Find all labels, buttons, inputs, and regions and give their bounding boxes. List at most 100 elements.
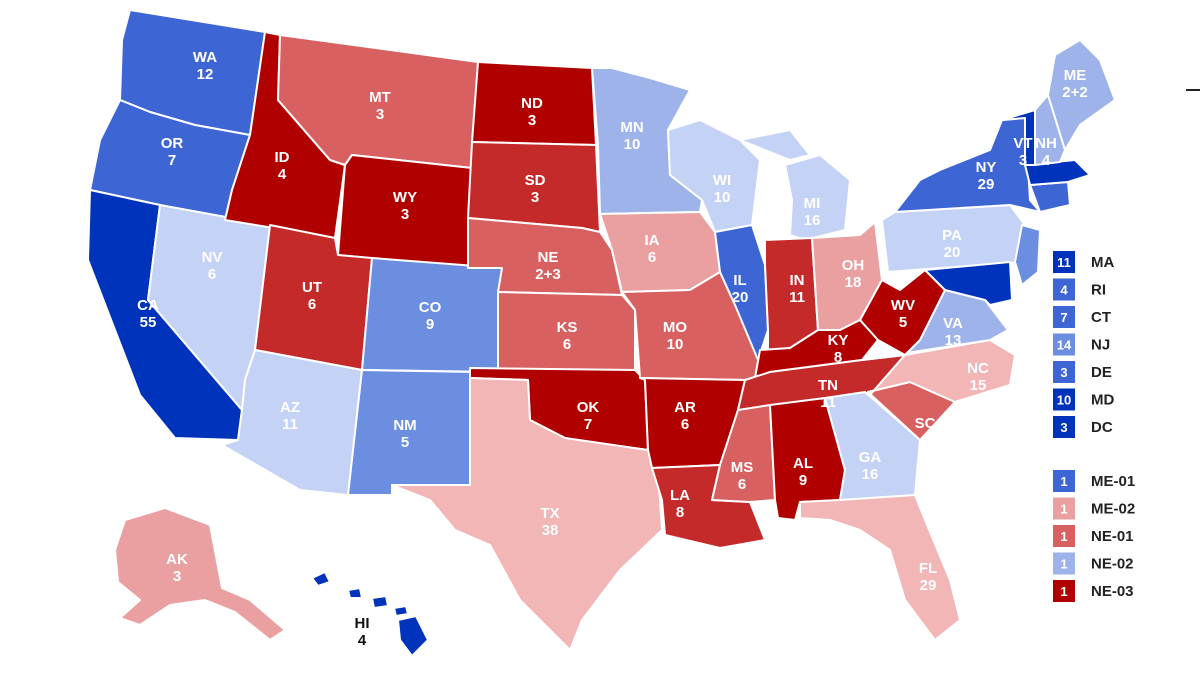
state-nh[interactable] [1034,94,1066,166]
legend-label: NE-02 [1091,556,1134,573]
state-ma[interactable] [1024,159,1091,186]
edge-divider [1186,89,1200,91]
legend-swatch [1053,251,1075,273]
legend-row-md: 10 MD [1053,388,1114,411]
state-tx[interactable] [391,377,663,651]
legend-label: NE-01 [1091,528,1134,545]
legend-row-ct: 7 CT [1053,306,1111,328]
legend-swatch [1053,525,1075,547]
legend-votes: 7 [1060,310,1067,325]
state-md[interactable] [924,261,1013,306]
label-mt: MT 3 [369,89,391,123]
legend-row-nj: 14 NJ [1053,333,1110,356]
label-nm: NM 5 [393,417,416,451]
label-ms: MS 6 [731,459,754,493]
state-nj[interactable] [1014,224,1041,286]
label-ny: NY 29 [976,159,997,193]
label-id: ID 4 [275,149,290,183]
state-ks[interactable] [497,291,636,373]
legend-label: MD [1091,392,1114,409]
legend-row-me-02: 1 ME-02 [1053,497,1135,520]
label-ne: NE 2+3 [535,249,560,283]
label-me: ME 2+2 [1062,67,1087,101]
label-tn: TN 11 [818,377,838,411]
legend-swatch [1053,306,1075,328]
label-nh: NH 4 [1035,135,1057,169]
state-hi[interactable] [311,571,429,657]
label-az: AZ 11 [280,399,300,433]
legend-label: CT [1091,309,1111,326]
legend-row-ne-01: 1 NE-01 [1053,525,1134,547]
state-me[interactable] [1047,39,1116,151]
legend-label: ME-01 [1091,473,1135,490]
legend-label: RI [1091,282,1106,299]
label-ky: KY 8 [828,332,849,366]
label-fl: FL 29 [919,560,937,594]
label-nc: NC 15 [967,360,989,394]
legend-row-ne-02: 1 NE-02 [1053,552,1134,575]
state-mi[interactable] [739,129,851,241]
legend-label: ME-02 [1091,501,1135,518]
label-ia: IA 6 [645,232,660,266]
label-wv: WV 5 [891,297,915,331]
legend-districts: 1 ME-01 1 ME-02 1 NE-01 1 NE-02 1 NE-03 [1053,470,1135,602]
legend-row-de: 3 DE [1053,361,1112,383]
label-ut: UT 6 [302,279,322,313]
legend-swatch [1053,580,1075,602]
state-labels: WA 12 OR 7 CA 55 NV 6 ID 4 MT 3 WY 3 UT 6 AZ 11 C… [137,49,1088,649]
label-in: IN 11 [789,272,805,306]
legend-row-ri: 4 RI [1053,278,1106,301]
legend-votes: 10 [1057,393,1071,408]
label-va: VA 13 [943,315,963,349]
label-ga: GA 16 [859,449,882,483]
legend-swatch [1053,361,1075,383]
legend-row-me-01: 1 ME-01 [1053,470,1135,492]
label-ok: OK 7 [577,399,600,433]
state-ak[interactable] [114,507,286,641]
legend-row-ma: 11 MA [1053,251,1114,273]
legend-votes: 11 [1057,255,1071,270]
legend-small-states: 11 MA 4 RI 7 CT 14 NJ 3 DE 10 MD 3 DC [1053,251,1114,438]
legend-votes: 3 [1060,365,1067,380]
legend-swatch [1053,278,1075,301]
label-ca: CA 55 [137,297,159,331]
label-ak: AK 3 [166,551,188,585]
label-ar: AR 6 [674,399,696,433]
state-fl[interactable] [799,494,961,641]
legend-votes: 1 [1060,474,1067,489]
state-vt[interactable] [1001,109,1036,166]
legend-label: MA [1091,254,1114,271]
label-al: AL 9 [793,455,813,489]
legend-swatch [1053,497,1075,520]
legend-votes: 1 [1060,529,1067,544]
legend-swatch [1053,416,1075,438]
label-nd: ND 3 [521,95,543,129]
legend-swatch [1053,388,1075,411]
label-mo: MO 10 [663,319,687,353]
label-sc: SC 9 [915,415,936,449]
state-il[interactable] [714,224,769,361]
label-la: LA 8 [670,487,690,521]
legend-label: NJ [1091,337,1110,354]
label-hi: HI 4 [355,615,370,649]
label-wi: WI 10 [713,172,731,206]
label-or: OR 7 [161,135,184,169]
label-mn: MN 10 [620,119,643,153]
legend-swatch [1053,333,1075,356]
label-co: CO 9 [419,299,442,333]
label-sd: SD 3 [525,172,546,206]
legend-row-dc: 3 DC [1053,416,1113,438]
legend-votes: 3 [1060,420,1067,435]
label-ks: KS 6 [557,319,578,353]
legend-row-ne-03: 1 NE-03 [1053,580,1134,602]
legend-swatch [1053,470,1075,492]
legend-swatch [1053,552,1075,575]
label-mi: MI 16 [804,195,821,229]
label-wa: WA 12 [193,49,217,83]
legend-label: DE [1091,364,1112,381]
legend-votes: 14 [1057,338,1072,353]
legend-votes: 1 [1060,502,1067,517]
legend-label: DC [1091,419,1113,436]
label-vt: VT 3 [1013,135,1032,169]
